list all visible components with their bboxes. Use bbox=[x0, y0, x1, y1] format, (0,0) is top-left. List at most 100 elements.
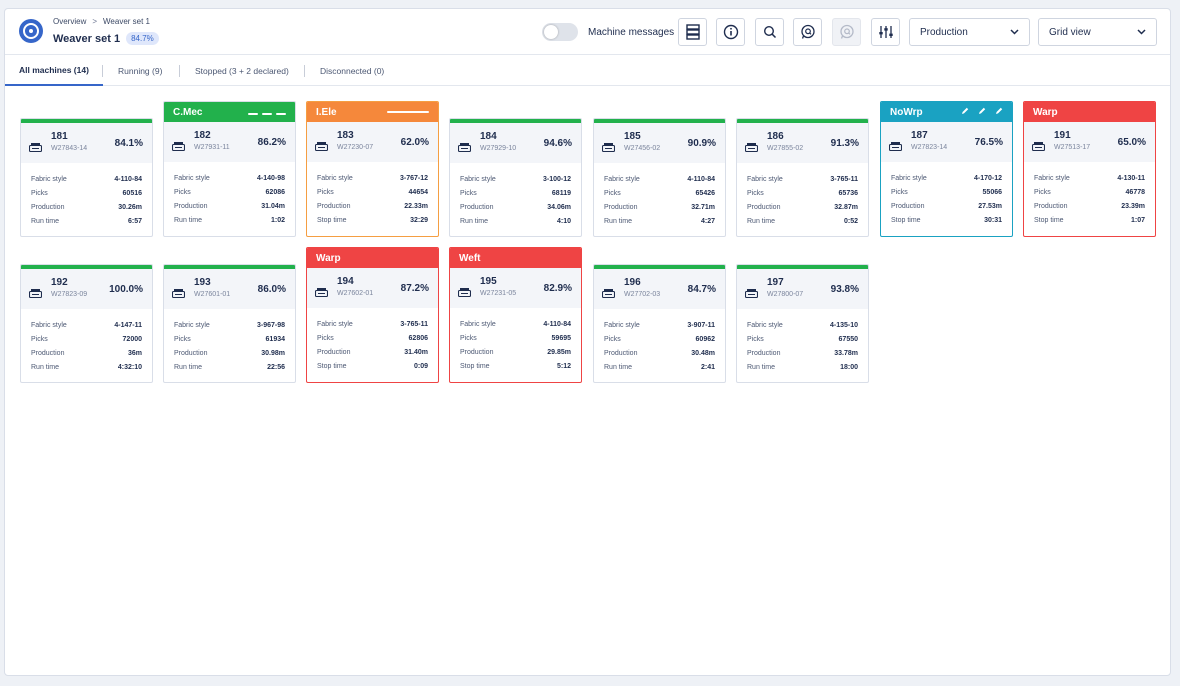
pencil-icon[interactable] bbox=[961, 107, 969, 115]
stat-time: Run time 4:32:10 bbox=[31, 360, 142, 374]
pencil-icon[interactable] bbox=[978, 107, 986, 115]
machine-code: W27230-07 bbox=[337, 144, 374, 151]
list-layout-button[interactable] bbox=[678, 18, 707, 46]
view-select[interactable]: Grid view bbox=[1038, 18, 1157, 46]
machine-stats: Fabric style 3-765-11 Picks 65736 Production… bbox=[737, 163, 868, 228]
running-status-bar bbox=[594, 265, 725, 269]
machine-card[interactable]: NoWrp 187 W27823-14 76.5% Fabric style 4-170-… bbox=[880, 101, 1013, 237]
running-status-bar bbox=[21, 265, 152, 269]
stat-value: 31.04m bbox=[261, 202, 285, 210]
stat-value: 4-130-11 bbox=[1117, 174, 1145, 182]
stop-reason-banner: Warp bbox=[1024, 102, 1155, 122]
stat-label: Run time bbox=[31, 217, 60, 225]
machine-stats: Fabric style 4-170-12 Picks 55066 Production… bbox=[881, 162, 1012, 227]
stat-time: Run time 22:56 bbox=[174, 360, 285, 374]
stat-label: Run time bbox=[174, 216, 203, 224]
machine-card[interactable]: Warp 194 W27602-01 87.2% Fabric style 3-765-1… bbox=[306, 247, 439, 383]
stat-fabric-style: Fabric style 4-110-84 bbox=[460, 317, 571, 331]
filter-settings-button[interactable] bbox=[871, 18, 900, 46]
machine-card[interactable]: 185 W27456-02 90.9% Fabric style 4-110-84 Pic… bbox=[593, 118, 726, 237]
loom-icon bbox=[28, 285, 43, 299]
stat-label: Fabric style bbox=[31, 175, 67, 183]
stat-label: Picks bbox=[174, 188, 191, 196]
tab-disconnected[interactable]: Disconnected (0) bbox=[320, 66, 385, 76]
stat-label: Production bbox=[317, 202, 351, 210]
app-logo-icon[interactable] bbox=[19, 19, 43, 43]
stat-time: Stop time 1:07 bbox=[1034, 213, 1145, 227]
info-button[interactable] bbox=[716, 18, 745, 46]
machine-number: 193 bbox=[194, 277, 211, 288]
machine-card[interactable]: 186 W27855-02 91.3% Fabric style 3-765-11 Pic… bbox=[736, 118, 869, 237]
stat-production: Production 29.85m bbox=[460, 345, 571, 359]
stat-value: 30.26m bbox=[118, 203, 142, 211]
stat-label: Stop time bbox=[891, 216, 921, 224]
machine-code: W27929-10 bbox=[480, 145, 517, 152]
page-title: Weaver set 1 84.7% bbox=[53, 32, 159, 45]
stat-value: 34.06m bbox=[547, 203, 571, 211]
stat-value: 46778 bbox=[1125, 188, 1145, 196]
stat-label: Picks bbox=[1034, 188, 1051, 196]
tab-all-machines[interactable]: All machines (14) bbox=[5, 56, 103, 86]
machine-header: 181 W27843-14 84.1% bbox=[21, 123, 152, 163]
breadcrumb-overview[interactable]: Overview bbox=[53, 17, 87, 26]
stat-value: 2:41 bbox=[700, 363, 715, 371]
tab-running[interactable]: Running (9) bbox=[118, 66, 163, 76]
machine-card[interactable]: 196 W27702-03 84.7% Fabric style 3-907-11 Pic… bbox=[593, 264, 726, 383]
machine-card[interactable]: 184 W27929-10 94.6% Fabric style 3-100-12 Pic… bbox=[449, 118, 582, 237]
machine-efficiency: 94.6% bbox=[543, 138, 572, 149]
machine-card[interactable]: Weft 195 W27231-05 82.9% Fabric style 4-110-8… bbox=[449, 247, 582, 383]
app-window: Overview > Weaver set 1 Weaver set 1 84.… bbox=[4, 8, 1171, 676]
page-title-text: Weaver set 1 bbox=[53, 32, 121, 45]
stop-reason-banner: I.Ele bbox=[307, 102, 438, 122]
stat-value: 18:00 bbox=[840, 363, 858, 371]
machine-messages-toggle[interactable] bbox=[542, 23, 578, 41]
machine-stats: Fabric style 3-765-11 Picks 62806 Production… bbox=[307, 308, 438, 373]
production-select[interactable]: Production bbox=[909, 18, 1030, 46]
running-status-bar bbox=[737, 119, 868, 123]
stat-fabric-style: Fabric style 3-765-11 bbox=[317, 317, 428, 331]
stat-value: 59695 bbox=[551, 334, 571, 342]
machine-stats: Fabric style 4-110-84 Picks 60516 Production… bbox=[21, 163, 152, 228]
stat-label: Fabric style bbox=[891, 174, 927, 182]
stat-picks: Picks 62806 bbox=[317, 331, 428, 345]
stat-label: Picks bbox=[317, 334, 334, 342]
breadcrumb-current: Weaver set 1 bbox=[103, 17, 150, 26]
stat-time: Stop time 32:29 bbox=[317, 213, 428, 227]
machine-number: 191 bbox=[1054, 130, 1071, 141]
machine-card[interactable]: I.Ele 183 W27230-07 62.0% Fabric style 3-767-… bbox=[306, 101, 439, 237]
machine-card[interactable]: 192 W27823-09 100.0% Fabric style 4-147-11 Pi… bbox=[20, 264, 153, 383]
pencil-icon[interactable] bbox=[995, 107, 1003, 115]
machine-card[interactable]: C.Mec 182 W27931-11 86.2% Fabric style 4-140-… bbox=[163, 101, 296, 237]
machine-stats: Fabric style 3-100-12 Picks 68119 Production… bbox=[450, 163, 581, 228]
stat-value: 22:56 bbox=[267, 363, 285, 371]
search-button[interactable] bbox=[755, 18, 784, 46]
stat-value: 30:31 bbox=[984, 216, 1002, 224]
machine-card[interactable]: 181 W27843-14 84.1% Fabric style 4-110-84 Pic… bbox=[20, 118, 153, 237]
stat-value: 3-100-12 bbox=[542, 175, 571, 183]
stat-fabric-style: Fabric style 3-765-11 bbox=[747, 172, 858, 186]
stat-production: Production 30.48m bbox=[604, 346, 715, 360]
tab-stopped[interactable]: Stopped (3 + 2 declared) bbox=[195, 66, 289, 76]
stat-label: Picks bbox=[460, 334, 477, 342]
machine-stats: Fabric style 3-907-11 Picks 60962 Production… bbox=[594, 309, 725, 374]
stat-label: Production bbox=[891, 202, 925, 210]
loom-icon bbox=[744, 285, 759, 299]
stop-reason-label: Warp bbox=[316, 252, 341, 264]
stat-label: Fabric style bbox=[747, 175, 783, 183]
loom-icon bbox=[888, 138, 903, 152]
machine-card[interactable]: 197 W27800-07 93.8% Fabric style 4-135-10 Pic… bbox=[736, 264, 869, 383]
stat-value: 3-967-98 bbox=[256, 321, 285, 329]
dashes-icon bbox=[244, 107, 286, 118]
stat-value: 31.40m bbox=[404, 348, 428, 356]
machine-card[interactable]: Warp 191 W27513-17 65.0% Fabric style 4-130-1… bbox=[1023, 101, 1156, 237]
machine-messages-label: Machine messages bbox=[588, 27, 675, 38]
stat-label: Picks bbox=[31, 335, 48, 343]
machine-card[interactable]: 193 W27601-01 86.0% Fabric style 3-967-98 Pic… bbox=[163, 264, 296, 383]
machine-header: 195 W27231-05 82.9% bbox=[450, 268, 581, 308]
machine-stats: Fabric style 4-110-84 Picks 59695 Production… bbox=[450, 308, 581, 373]
message-search-button[interactable] bbox=[793, 18, 822, 46]
message-search-disabled-button[interactable] bbox=[832, 18, 861, 46]
machine-header: 194 W27602-01 87.2% bbox=[307, 268, 438, 308]
stat-label: Fabric style bbox=[604, 321, 640, 329]
stat-production: Production 33.78m bbox=[747, 346, 858, 360]
